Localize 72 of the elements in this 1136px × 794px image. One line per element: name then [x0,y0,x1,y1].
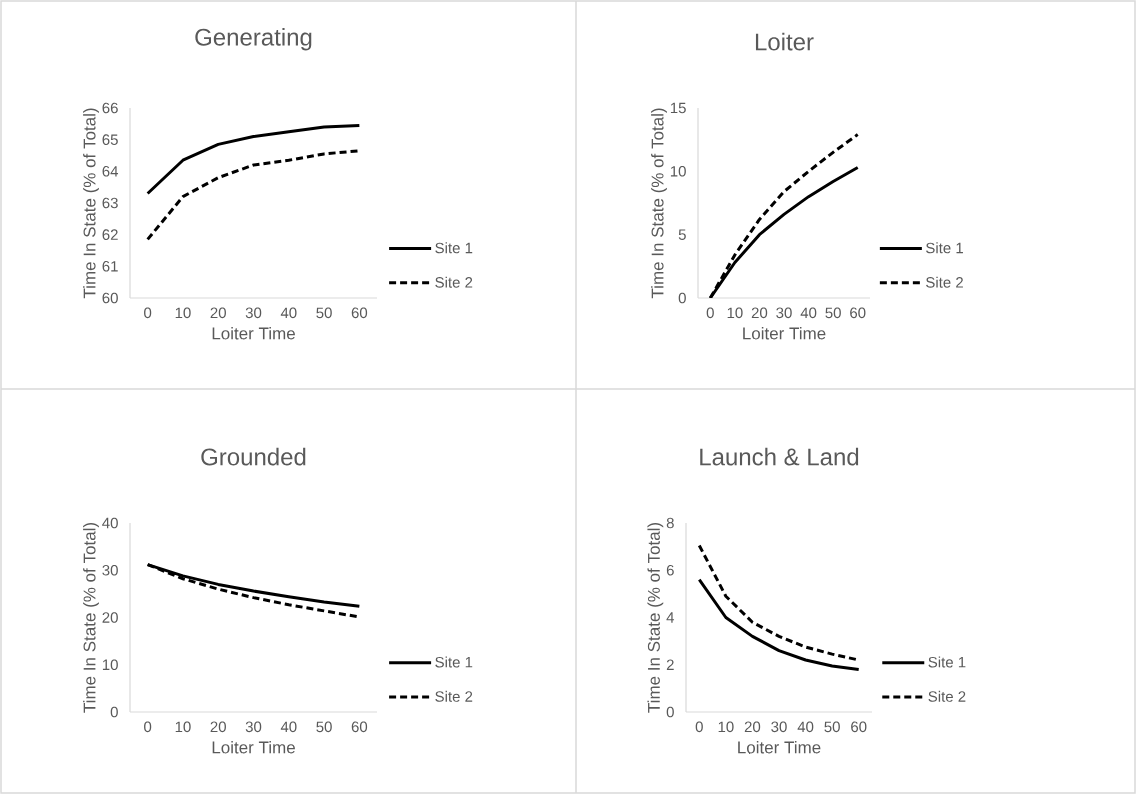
x-tick-label: 40 [797,721,814,733]
legend-label: Site 2 [435,690,473,702]
y-tick-label: 8 [666,517,674,529]
x-tick-label: 20 [751,307,768,319]
legend-label: Site 1 [926,242,963,254]
y-axis-title: Time In State (% of Total) [83,108,99,299]
chart-title: Launch & Land [700,447,859,466]
y-tick-label: 15 [670,102,686,114]
y-tick-label: 63 [102,197,118,209]
x-tick-label: 50 [316,721,332,733]
x-tick-label: 40 [280,307,297,319]
y-tick-label: 6 [666,564,674,576]
y-tick-label: 30 [102,564,118,576]
y-tick-label: 4 [666,612,675,623]
x-tick-label: 20 [744,721,761,733]
x-tick-label: 50 [316,307,332,319]
line-series [697,578,861,671]
y-tick-label: 5 [678,229,686,240]
y-tick-label: 66 [102,102,118,114]
y-tick-label: 10 [102,659,118,671]
line-series [146,149,361,241]
x-axis-title: Loiter Time [212,741,295,754]
y-tick-label: 10 [670,166,686,177]
y-tick-label: 2 [666,659,674,670]
y-tick-label: 0 [666,706,674,718]
y-tick-label: 61 [102,261,118,272]
x-tick-label: 40 [280,721,297,733]
x-tick-label: 20 [210,721,226,733]
x-tick-label: 10 [175,721,191,733]
x-tick-label: 60 [850,307,866,319]
x-tick-label: 0 [706,307,714,319]
legend-label: Site 2 [926,276,963,288]
y-tick-label: 64 [102,166,119,177]
y-tick-label: 60 [102,292,118,304]
x-axis-title: Loiter Time [743,327,826,340]
x-tick-label: 20 [210,307,226,319]
legend-label: Site 1 [928,656,966,668]
legend-label: Site 2 [928,690,966,702]
x-axis-title: Loiter Time [738,741,821,754]
x-tick-label: 60 [851,721,867,733]
x-tick-label: 30 [771,721,787,733]
x-tick-label: 10 [718,721,734,733]
y-tick-label: 0 [110,706,118,718]
x-tick-label: 50 [824,721,840,733]
y-tick-label: 65 [102,134,118,145]
y-tick-label: 20 [102,612,118,623]
y-axis-title: Time In State (% of Total) [651,108,667,299]
x-tick-label: 60 [351,307,368,319]
x-tick-label: 50 [825,307,841,319]
y-axis-title: Time In State (% of Total) [83,522,99,713]
x-tick-label: 30 [776,307,792,319]
chart-title: Loiter [755,32,814,51]
x-tick-label: 0 [144,307,152,319]
x-tick-label: 60 [351,721,368,733]
x-tick-label: 0 [695,721,703,733]
legend-label: Site 1 [435,656,473,668]
x-axis-title: Loiter Time [212,327,295,340]
legend-label: Site 1 [435,242,473,254]
legend-label: Site 2 [435,276,473,288]
x-tick-label: 40 [800,307,817,319]
chart-title: Generating [195,28,312,51]
x-tick-label: 30 [245,307,262,319]
y-axis-title: Time In State (% of Total) [647,522,664,713]
x-tick-label: 0 [144,721,152,733]
x-tick-label: 30 [245,721,262,733]
line-series [146,123,361,195]
chart-title: Grounded [201,447,306,466]
y-tick-label: 62 [102,229,118,240]
y-tick-label: 40 [102,517,118,529]
x-tick-label: 10 [727,307,743,319]
x-tick-label: 10 [175,307,191,319]
y-tick-label: 0 [678,292,686,304]
